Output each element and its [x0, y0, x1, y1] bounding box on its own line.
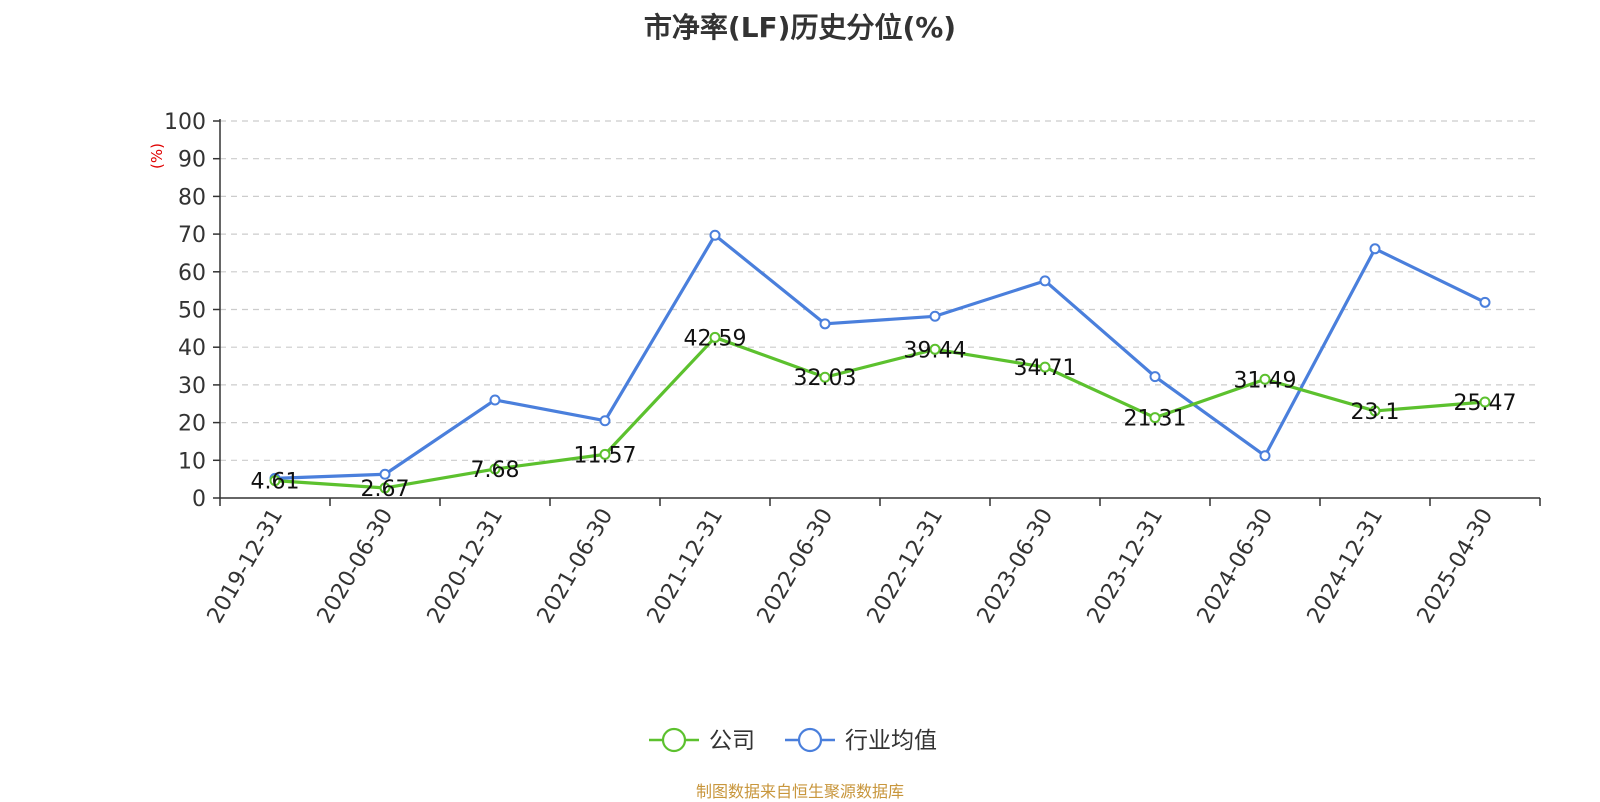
x-tick-label: 2020-12-31: [423, 505, 509, 628]
y-axis-label: (%): [148, 143, 166, 169]
x-tick-label: 2024-06-30: [1193, 505, 1279, 628]
chart-title: 市净率(LF)历史分位(%): [643, 11, 957, 44]
data-point[interactable]: [1259, 373, 1271, 385]
y-tick-label: 50: [178, 299, 206, 324]
data-point[interactable]: [489, 394, 501, 406]
grid-lines: [220, 120, 1540, 461]
series-line-company: [274, 335, 1486, 490]
data-label: 42.59: [684, 326, 747, 351]
data-point[interactable]: [1039, 361, 1051, 373]
y-tick-label: 70: [178, 223, 206, 248]
data-point[interactable]: [489, 463, 501, 475]
y-tick-label: 20: [178, 412, 206, 437]
series-lines: [269, 229, 1491, 494]
x-tick-label: 2019-12-31: [203, 505, 289, 628]
y-tick-label: 40: [178, 336, 206, 361]
data-label: 25.47: [1454, 391, 1517, 416]
legend-label: 公司: [709, 728, 755, 754]
x-tick-label: 2022-12-31: [863, 505, 949, 628]
data-point[interactable]: [819, 371, 831, 383]
x-tick-label: 2021-06-30: [533, 505, 619, 628]
data-point[interactable]: [1039, 275, 1051, 287]
data-point[interactable]: [379, 468, 391, 480]
x-tick-label: 2023-06-30: [973, 505, 1059, 628]
source-note: 制图数据来自恒生聚源数据库: [695, 782, 904, 801]
series-line-industry-average: [274, 233, 1486, 480]
x-tick-label: 2022-06-30: [753, 505, 839, 628]
legend[interactable]: 公司 行业均值: [649, 727, 937, 754]
data-label: 21.31: [1124, 407, 1187, 432]
legend-label: 行业均值: [845, 728, 937, 754]
data-point[interactable]: [269, 475, 281, 487]
y-tick-label: 10: [178, 449, 206, 474]
data-point[interactable]: [929, 343, 941, 355]
data-point[interactable]: [599, 448, 611, 460]
legend-item-company[interactable]: 公司: [649, 727, 755, 754]
y-tick-label: 100: [164, 110, 206, 135]
data-point[interactable]: [1479, 396, 1491, 408]
data-label: 23.1: [1351, 400, 1400, 425]
x-tick-label: 2024-12-31: [1303, 505, 1389, 628]
y-tick-label: 80: [178, 185, 206, 210]
data-point[interactable]: [379, 482, 391, 494]
data-label: 39.44: [904, 338, 967, 363]
data-label: 2.67: [361, 477, 410, 502]
data-point[interactable]: [1369, 243, 1381, 255]
data-point[interactable]: [709, 229, 721, 241]
data-point[interactable]: [709, 331, 721, 343]
data-label: 34.71: [1014, 356, 1077, 381]
legend-marker: [661, 727, 687, 753]
data-label: 7.68: [471, 458, 520, 483]
x-tick-label: 2020-06-30: [313, 505, 399, 628]
legend-item-industry-average[interactable]: 行业均值: [785, 727, 937, 754]
y-tick-label: 30: [178, 374, 206, 399]
data-labels: 4.61 2.67 7.68 11.57 42.59 32.03 39.44 34.71 21.…: [251, 326, 1517, 501]
data-point[interactable]: [599, 415, 611, 427]
y-tick-label: 0: [192, 487, 206, 512]
data-point[interactable]: [1149, 371, 1161, 383]
data-label: 11.57: [574, 443, 637, 468]
data-label: 4.61: [251, 470, 300, 495]
data-point[interactable]: [819, 318, 831, 330]
data-point[interactable]: [1149, 412, 1161, 424]
data-point[interactable]: [929, 310, 941, 322]
data-label: 32.03: [794, 366, 857, 391]
data-point[interactable]: [1259, 450, 1271, 462]
x-tick-label: 2025-04-30: [1413, 505, 1499, 628]
y-tick-label: 60: [178, 261, 206, 286]
data-point[interactable]: [1479, 296, 1491, 308]
y-tick-label: 90: [178, 148, 206, 173]
x-tick-label: 2023-12-31: [1083, 505, 1169, 628]
data-label: 31.49: [1234, 368, 1297, 393]
legend-marker: [797, 727, 823, 753]
x-tick-label: 2021-12-31: [643, 505, 729, 628]
data-point[interactable]: [1369, 405, 1381, 417]
